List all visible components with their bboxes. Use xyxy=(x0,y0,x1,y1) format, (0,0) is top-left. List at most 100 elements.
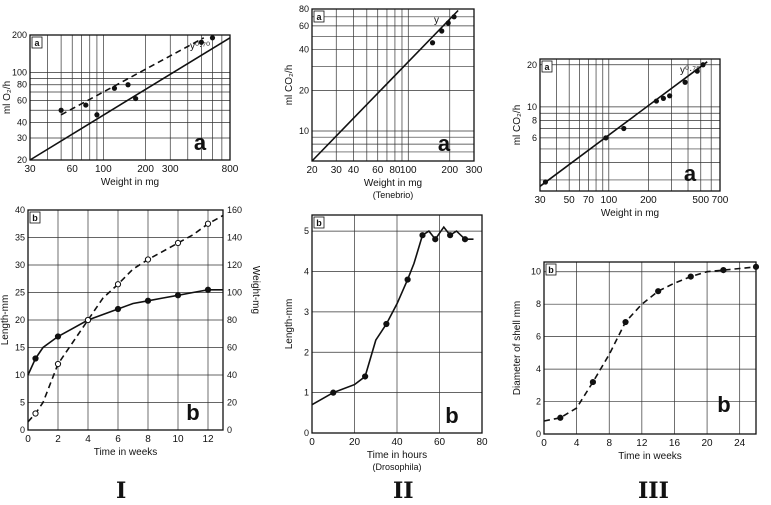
x-tick-label: 0 xyxy=(541,438,547,449)
y-tick-label: 4 xyxy=(304,267,309,277)
y-tick-label: 80 xyxy=(17,80,27,90)
y-tick-label: 15 xyxy=(15,343,25,353)
y-tick-label: 4 xyxy=(536,364,541,374)
data-point xyxy=(432,236,439,243)
x-tick-label: 40 xyxy=(348,165,360,176)
x-tick-label: 24 xyxy=(734,438,746,449)
data-point xyxy=(752,263,760,270)
data-point xyxy=(542,179,549,185)
y-tick-label: 60 xyxy=(299,21,309,31)
x-axis-subtitle: (Tenebrio) xyxy=(373,190,414,200)
y2-tick-label: 80 xyxy=(227,315,237,325)
data-point xyxy=(32,355,39,362)
x-tick-label: 20 xyxy=(702,438,714,449)
x-tick-label: 12 xyxy=(636,438,648,449)
y-axis-title: ml CO₂/h xyxy=(284,65,295,106)
x-tick-label: 4 xyxy=(574,438,580,449)
corner-letter: b xyxy=(316,218,322,228)
panel-letter: b xyxy=(717,392,730,417)
y-tick-label: 20 xyxy=(299,85,309,95)
y-tick-label: 2 xyxy=(304,347,309,357)
fit-exponent-label: y xyxy=(434,15,439,26)
data-point xyxy=(694,68,700,74)
data-point xyxy=(125,82,131,88)
x-tick-label: 200 xyxy=(640,195,657,206)
x-axis-title: Weight in mg xyxy=(101,177,159,188)
data-point xyxy=(111,85,118,91)
x-axis-title: Weight in mg xyxy=(364,178,422,189)
y-tick-label: 20 xyxy=(15,315,25,325)
data-point xyxy=(94,112,100,118)
x-tick-label: 0 xyxy=(25,434,31,445)
data-point xyxy=(114,281,122,288)
x-tick-label: 50 xyxy=(564,195,576,206)
y-axis-title: Diameter of shell mm xyxy=(512,301,523,395)
y-tick-label: 5 xyxy=(304,226,309,236)
panel-letter: a xyxy=(684,161,697,186)
data-point xyxy=(687,273,694,280)
y-tick-label: 6 xyxy=(536,332,541,342)
y-tick-label: 60 xyxy=(17,95,27,105)
x-axis-subtitle: (Drosophila) xyxy=(372,462,421,472)
data-point xyxy=(83,102,89,108)
y2-tick-label: 100 xyxy=(227,288,242,298)
data-point xyxy=(439,28,445,34)
x-tick-label: 100 xyxy=(95,164,112,175)
column-numeral-2: II xyxy=(393,478,414,504)
data-point xyxy=(204,220,212,227)
data-point xyxy=(461,236,469,243)
data-point xyxy=(589,378,597,386)
x-tick-label: 16 xyxy=(669,438,681,449)
data-point xyxy=(133,95,139,102)
data-point xyxy=(667,93,673,99)
x-tick-label: 200 xyxy=(441,165,458,176)
y-axis-title: Length-mm xyxy=(284,299,295,350)
y2-tick-label: 160 xyxy=(227,205,242,215)
y-tick-label: 40 xyxy=(17,117,27,127)
data-point xyxy=(58,107,64,113)
corner-letter-box xyxy=(545,263,557,276)
grid-IIb xyxy=(311,215,483,434)
data-point xyxy=(451,14,457,20)
y-tick-label: 0 xyxy=(536,429,541,439)
data-point xyxy=(174,239,182,247)
corner-letter-box xyxy=(313,10,325,23)
x-tick-label: 8 xyxy=(145,434,151,445)
y2-tick-label: 120 xyxy=(227,260,242,270)
data-point xyxy=(198,39,204,45)
panel-letter: b xyxy=(186,400,199,425)
corner-letter: a xyxy=(34,38,40,48)
chart-Ib: 0 2 4 6 8 10 120510152025303540020406080100120… xyxy=(0,205,261,458)
x-tick-label: 20 xyxy=(306,165,318,176)
plot-frame-IIIa xyxy=(539,58,721,192)
column-numeral-1: I xyxy=(116,478,127,504)
panel-letter: a xyxy=(438,131,451,156)
x-tick-label: 100 xyxy=(600,195,617,206)
y-tick-label: 3 xyxy=(304,307,309,317)
series-line-Ia-1 xyxy=(60,37,205,116)
y-tick-label: 10 xyxy=(299,126,309,136)
data-point xyxy=(209,35,216,41)
data-point xyxy=(700,62,706,68)
x-tick-label: 800 xyxy=(222,164,239,175)
x-tick-label: 4 xyxy=(85,434,91,445)
x-tick-label: 30 xyxy=(331,165,343,176)
corner-letter: a xyxy=(544,62,550,72)
corner-letter-box xyxy=(29,211,41,224)
x-tick-label: 200 xyxy=(137,164,154,175)
data-point xyxy=(419,232,426,239)
x-tick-label: 20 xyxy=(349,437,361,448)
panel-letter: a xyxy=(194,130,207,155)
plot-frame-IIb xyxy=(311,214,483,434)
y2-tick-label: 60 xyxy=(227,343,237,353)
x-tick-label: 30 xyxy=(534,195,546,206)
series-line-Ia-0 xyxy=(29,37,231,161)
x-tick-label: 30 xyxy=(24,164,36,175)
x-tick-label: 500 xyxy=(692,195,709,206)
data-point xyxy=(204,286,212,293)
y-tick-label: 40 xyxy=(299,45,309,55)
y-tick-label: 25 xyxy=(15,288,25,298)
data-point xyxy=(144,256,152,263)
